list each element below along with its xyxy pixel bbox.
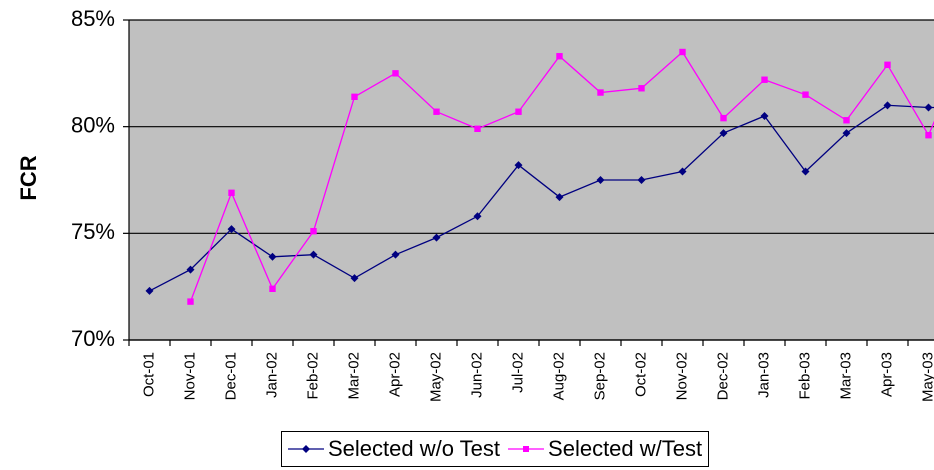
data-point [555,193,564,202]
x-tick-label: Oct-01 [140,352,157,397]
x-tick-label: Oct-02 [632,352,649,397]
x-tick-label: Nov-01 [181,352,198,400]
legend: Selected w/o Test Selected w/Test [281,431,710,467]
data-point [269,285,276,292]
data-point [801,167,810,176]
data-point [145,286,154,295]
legend-label-series-2: Selected w/Test [548,436,703,461]
data-point [760,112,769,120]
x-tick-label: Aug-02 [550,352,567,400]
legend-item-series-2: Selected w/Test [508,436,702,462]
data-point [351,93,358,100]
series-group [145,48,934,305]
data-point [884,61,891,68]
square-marker-icon [508,446,545,452]
data-point [474,125,481,132]
data-point [597,89,604,96]
data-point [391,250,400,259]
y-tick-label: 75% [71,219,115,244]
series-line [149,104,934,292]
data-point [637,176,646,184]
data-point [268,252,277,261]
data-point [761,76,768,83]
plot-area [129,20,934,340]
x-tick-label: May-02 [427,352,444,402]
data-point [186,265,195,274]
fcr-line-chart: 70% 75% 80% 85% Oct-01 Nov-01 Dec-01 Jan-02 Feb… [16,6,934,402]
data-point [432,233,441,242]
x-tick-label: Sep-02 [591,352,608,400]
y-tick-label: 80% [71,112,115,137]
x-tick-label: May-03 [919,352,934,402]
x-tick-label: Jan-03 [755,352,772,398]
y-axis-label: FCR [16,155,41,200]
data-point [924,103,933,112]
legend-label-series-1: Selected w/o Test [328,436,501,461]
x-tick-label: Apr-03 [878,352,895,397]
data-point [310,228,317,235]
x-tick-label: Mar-03 [837,352,854,400]
data-point [843,117,850,124]
data-point [679,48,686,56]
x-tick-label: Dec-01 [222,352,239,400]
diamond-marker-icon [288,445,324,453]
data-point [350,274,359,283]
data-point [596,176,605,184]
y-tick-labels: 70% 75% 80% 85% [71,6,115,351]
legend-item-series-1: Selected w/o Test [288,436,500,462]
x-tick-label: Dec-02 [714,352,731,400]
x-tick-label: Jun-02 [468,352,485,398]
data-point [678,167,687,176]
data-point [228,189,235,196]
series-2 [187,48,934,305]
data-point [556,53,563,60]
data-point [187,298,194,305]
x-tick-label: Apr-02 [386,352,403,397]
data-point [720,114,727,122]
data-point [925,132,932,139]
data-point [473,212,482,221]
data-point [309,250,318,259]
series-1 [145,101,934,295]
data-point [392,70,399,77]
y-tick-label: 85% [71,6,115,31]
x-tick-label: Feb-03 [796,352,813,400]
data-point [638,85,645,92]
x-tick-labels: Oct-01 Nov-01 Dec-01 Jan-02 Feb-02 Mar-02 Apr-… [140,352,934,402]
x-tick-label: Feb-02 [304,352,321,400]
data-point [719,129,728,138]
x-tick-label: Jul-02 [509,352,526,393]
data-point [227,225,236,234]
data-point [433,108,440,115]
data-point [842,129,851,138]
data-point [883,101,892,110]
x-tick-label: Nov-02 [673,352,690,400]
x-tick-label: Jan-02 [263,352,280,398]
x-tick-label: Mar-02 [345,352,362,400]
axes [128,20,934,346]
data-point [514,161,523,170]
data-point [515,108,522,115]
y-tick-label: 70% [71,326,115,351]
data-point [802,91,809,98]
